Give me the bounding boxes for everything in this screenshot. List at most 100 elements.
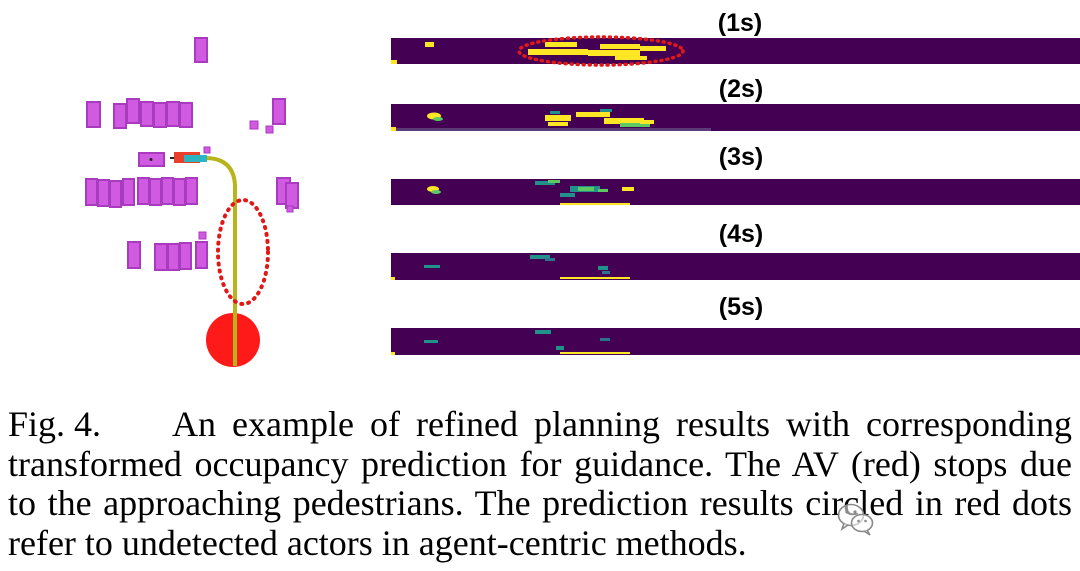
occupancy-edge xyxy=(560,277,630,279)
occupancy-blob xyxy=(640,46,666,51)
agent-box xyxy=(161,177,174,205)
wechat-eye xyxy=(864,519,867,523)
occupancy-blob xyxy=(622,187,634,191)
agent-box xyxy=(166,101,180,127)
occupancy-blob xyxy=(431,190,441,194)
occupancy-strip-5s xyxy=(391,328,1080,355)
occupancy-blob xyxy=(535,181,555,185)
occupancy-blob xyxy=(640,120,654,124)
occupancy-blob xyxy=(535,330,551,334)
occupancy-blob xyxy=(433,117,443,121)
agent-box xyxy=(179,102,193,128)
occupancy-blob xyxy=(602,271,610,274)
agent-box xyxy=(285,182,299,209)
agent-box xyxy=(194,37,208,63)
figure-caption: Fig. 4. An example of refined planning r… xyxy=(8,404,1072,563)
agent-box xyxy=(86,101,101,128)
caption-line-2: transformed occupancy prediction for gui… xyxy=(8,444,1072,484)
occupancy-blob xyxy=(600,338,610,341)
pedestrian-marker xyxy=(198,231,207,240)
time-label-2s: (2s) xyxy=(719,75,763,103)
occupancy-strip-4s xyxy=(391,253,1080,280)
time-label-4s: (4s) xyxy=(719,220,763,248)
occupancy-blob xyxy=(550,111,560,114)
agent-box xyxy=(97,179,110,207)
agent-box xyxy=(173,178,186,206)
pedestrian-marker xyxy=(249,120,259,130)
ego-vehicle xyxy=(170,152,207,163)
agent-box xyxy=(126,98,140,124)
agent-box xyxy=(195,241,208,269)
agent-box xyxy=(179,242,192,270)
occupancy-edge xyxy=(391,60,397,64)
occupancy-blob xyxy=(600,44,640,49)
occupancy-edge xyxy=(391,352,395,355)
caption-line-4: refer to undetected actors in agent-cent… xyxy=(8,522,747,563)
occupancy-blob xyxy=(578,187,594,191)
agent-box xyxy=(140,101,154,127)
occupancy-blob xyxy=(560,193,575,197)
agent-box xyxy=(272,98,286,125)
wechat-bubble-tail xyxy=(840,522,849,531)
planned-trajectory xyxy=(204,156,237,366)
agent-box xyxy=(122,178,135,206)
agent-box xyxy=(185,177,198,205)
occupancy-blob xyxy=(530,255,550,259)
occupancy-blob xyxy=(556,346,564,350)
wechat-bubble-tail xyxy=(863,529,871,536)
agent-box xyxy=(109,180,122,208)
occupancy-edge xyxy=(560,203,630,205)
wechat-eye xyxy=(857,519,860,523)
time-label-1s: (1s) xyxy=(718,9,762,37)
scene-view xyxy=(85,37,299,271)
pedestrian-marker xyxy=(265,125,274,134)
occupancy-blob xyxy=(598,266,608,270)
agent-box xyxy=(154,243,168,271)
caption-text: An example of refined planning results w… xyxy=(172,405,1072,444)
agent-box xyxy=(167,243,180,271)
occupancy-background xyxy=(391,38,1080,64)
wechat-eye xyxy=(845,510,849,514)
pedestrian-marker xyxy=(203,146,211,154)
time-label-5s: (5s) xyxy=(719,293,763,321)
occupancy-strip-3s xyxy=(391,179,1080,205)
occupancy-edge xyxy=(391,277,395,280)
caption-line-1: Fig. 4. An example of refined planning r… xyxy=(8,404,1072,445)
occupancy-background xyxy=(391,253,1080,280)
occupancy-blob xyxy=(615,56,647,60)
occupancy-edge xyxy=(391,127,396,131)
ego-vehicle-overlay xyxy=(184,155,207,162)
agent-center-dot xyxy=(149,158,153,161)
occupancy-blob xyxy=(424,265,440,268)
highlight-ellipse xyxy=(216,198,270,306)
agent-box xyxy=(85,178,98,206)
occupancy-blob xyxy=(588,50,640,56)
occupancy-blob xyxy=(424,340,438,343)
occupancy-background xyxy=(391,179,1080,205)
occupancy-blob xyxy=(600,109,612,112)
figure: (1s) (2s) (3s) (4s) (5s) xyxy=(85,9,1080,367)
occupancy-blob xyxy=(545,115,571,121)
occupancy-edge xyxy=(560,352,630,354)
occupancy-blob xyxy=(598,189,608,192)
highlight-ellipse xyxy=(517,35,685,67)
wechat-bubble-small xyxy=(850,513,874,533)
occupancy-blob xyxy=(425,42,434,47)
occupancy-blob xyxy=(604,118,644,124)
agent-box xyxy=(127,241,141,269)
figure-number: Fig. 4. xyxy=(8,404,102,444)
wechat-icon xyxy=(837,503,874,536)
occupancy-blob xyxy=(528,49,588,55)
occupancy-blob xyxy=(548,180,560,183)
agent-box xyxy=(113,103,127,129)
occupancy-blob xyxy=(545,42,577,47)
occupancy-background xyxy=(391,328,1080,355)
wechat-eye xyxy=(853,510,857,514)
occupancy-strip-2s xyxy=(391,104,1080,131)
occupancy-blob xyxy=(576,112,610,117)
occupancy-background xyxy=(391,104,1080,131)
caption-line-3: to the approaching pedestrians. The pred… xyxy=(8,484,1072,523)
time-label-3s: (3s) xyxy=(719,143,763,171)
agent-box xyxy=(149,178,162,206)
